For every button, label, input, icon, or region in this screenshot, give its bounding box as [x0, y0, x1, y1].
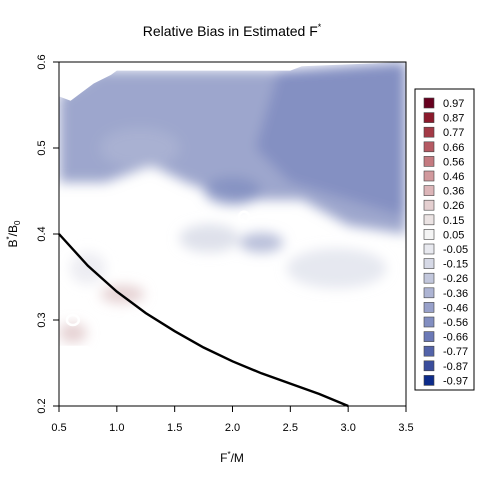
x-tick-label: 1.0: [109, 422, 124, 434]
dark-blue-region: [255, 62, 406, 217]
legend-label: -0.15: [443, 259, 468, 271]
legend-label: 0.26: [443, 200, 464, 212]
legend-swatch: [423, 243, 435, 255]
legend: 0.97 0.87 0.77 0.66 0.56 0.46 0.36 0.26 0.15 0.05…: [414, 88, 475, 391]
legend-swatch: [423, 156, 435, 167]
red-patch: [100, 285, 145, 304]
legend-label: 0.46: [443, 171, 464, 183]
y-tick-label: 0.3: [36, 312, 48, 327]
legend-swatch: [423, 214, 435, 226]
legend-swatch: [423, 360, 435, 372]
contour-ring: [237, 210, 251, 224]
blue-patch: [204, 177, 261, 205]
legend-label: 0.77: [443, 127, 464, 139]
legend-swatch: [423, 229, 435, 240]
legend-swatch: [423, 126, 435, 138]
heatmap-surface: [59, 62, 406, 406]
neutral-patch: [69, 252, 106, 285]
red-patch: [59, 322, 87, 343]
legend-label: -0.77: [443, 346, 468, 358]
legend-label: -0.36: [443, 288, 468, 300]
x-tick-label: 0.5: [51, 422, 66, 434]
legend-label: 0.56: [443, 156, 464, 168]
contour-ring: [65, 313, 81, 327]
legend-swatch: [423, 258, 435, 269]
y-tick-label: 0.4: [36, 226, 48, 241]
legend-swatch: [423, 302, 435, 313]
legend-label: -0.87: [443, 361, 468, 373]
x-tick-label: 3.0: [341, 422, 356, 434]
light-blue-patch: [179, 224, 240, 253]
blue-patch: [239, 232, 284, 253]
legend-label: 0.97: [443, 98, 464, 110]
legend-label: -0.66: [443, 332, 468, 344]
legend-label: 0.87: [443, 113, 464, 125]
y-axis: 0.2 0.3 0.4 0.5 0.6: [36, 54, 59, 414]
legend-label: -0.26: [443, 273, 468, 285]
light-blue-patch: [286, 248, 387, 289]
legend-swatch: [423, 287, 435, 299]
light-blue-patch: [99, 128, 180, 168]
y-tick-label: 0.5: [36, 140, 48, 155]
legend-swatch: [423, 331, 435, 342]
y-tick-label: 0.6: [36, 54, 48, 69]
legend-label: 0.15: [443, 215, 464, 227]
legend-label: -0.56: [443, 317, 468, 329]
y-axis-label: B*/B0: [5, 220, 22, 247]
blank-region: [59, 345, 279, 406]
legend-label: 0.66: [443, 142, 464, 154]
x-tick-label: 1.5: [167, 422, 182, 434]
legend-swatch: [423, 170, 435, 182]
x-tick-label: 2.0: [225, 422, 240, 434]
legend-swatch: [423, 141, 435, 153]
legend-label: 0.36: [443, 186, 464, 198]
contour-ring: [323, 306, 339, 317]
x-tick-label: 2.5: [283, 422, 298, 434]
legend-swatch: [423, 112, 435, 123]
chart-title: Relative Bias in Estimated F*: [143, 22, 322, 39]
legend-swatch: [423, 345, 435, 357]
reference-curve: [58, 233, 349, 408]
legend-swatch: [423, 97, 435, 109]
x-tick-label: 3.5: [398, 422, 413, 434]
legend-swatch: [423, 272, 435, 284]
legend-label: -0.05: [443, 244, 468, 256]
legend-label: 0.05: [443, 229, 464, 241]
legend-swatch: [423, 375, 435, 386]
contour-ring: [64, 219, 77, 232]
legend-swatch: [423, 199, 435, 211]
blank-region: [59, 62, 406, 101]
legend-label: -0.97: [443, 375, 468, 387]
legend-label: -0.46: [443, 302, 468, 314]
legend-swatch: [423, 185, 435, 196]
contour-ring: [122, 314, 135, 326]
y-tick-label: 0.2: [36, 398, 48, 413]
legend-swatch: [423, 316, 435, 328]
contour-ring: [179, 331, 193, 343]
x-axis: 0.5 1.0 1.5 2.0 2.5 3.0 3.5: [51, 405, 414, 434]
x-axis-label: F*/M: [220, 450, 244, 465]
